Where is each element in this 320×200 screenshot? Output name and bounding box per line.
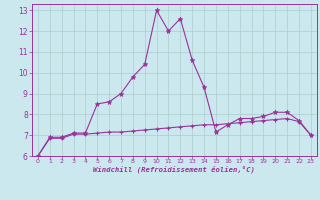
X-axis label: Windchill (Refroidissement éolien,°C): Windchill (Refroidissement éolien,°C) bbox=[93, 165, 255, 173]
